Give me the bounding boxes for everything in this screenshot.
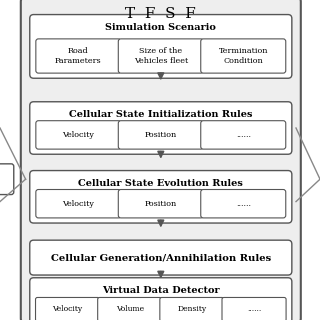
- Text: ......: ......: [236, 131, 251, 139]
- Text: Velocity: Velocity: [62, 131, 94, 139]
- FancyBboxPatch shape: [30, 278, 292, 320]
- Text: Volume: Volume: [116, 305, 144, 313]
- FancyBboxPatch shape: [201, 39, 286, 73]
- FancyBboxPatch shape: [36, 39, 121, 73]
- Text: T  F  S  F: T F S F: [125, 7, 196, 21]
- FancyBboxPatch shape: [30, 102, 292, 154]
- Text: Cellular State Initialization Rules: Cellular State Initialization Rules: [69, 110, 252, 119]
- FancyBboxPatch shape: [160, 298, 224, 320]
- Text: Velocity: Velocity: [62, 200, 94, 208]
- FancyBboxPatch shape: [30, 240, 292, 275]
- Text: Virtual Data Detector: Virtual Data Detector: [102, 286, 220, 295]
- FancyBboxPatch shape: [30, 15, 292, 78]
- Text: Cellular Generation/Annihilation Rules: Cellular Generation/Annihilation Rules: [51, 253, 271, 262]
- FancyBboxPatch shape: [0, 164, 14, 195]
- FancyBboxPatch shape: [36, 121, 121, 149]
- FancyBboxPatch shape: [201, 121, 286, 149]
- FancyBboxPatch shape: [30, 171, 292, 223]
- Text: Road
Parameters: Road Parameters: [55, 47, 102, 65]
- Text: Density: Density: [177, 305, 206, 313]
- FancyBboxPatch shape: [222, 298, 286, 320]
- Text: ......: ......: [247, 305, 261, 313]
- Text: Velocity: Velocity: [52, 305, 83, 313]
- FancyBboxPatch shape: [21, 0, 301, 320]
- FancyBboxPatch shape: [118, 121, 203, 149]
- FancyBboxPatch shape: [36, 298, 100, 320]
- Text: Termination
Condition: Termination Condition: [219, 47, 268, 65]
- Text: Simulation Scenario: Simulation Scenario: [105, 23, 216, 32]
- Text: Size of the
Vehicles fleet: Size of the Vehicles fleet: [134, 47, 188, 65]
- Text: ......: ......: [236, 200, 251, 208]
- FancyBboxPatch shape: [118, 189, 203, 218]
- FancyBboxPatch shape: [118, 39, 203, 73]
- Text: Position: Position: [145, 200, 177, 208]
- Text: Position: Position: [145, 131, 177, 139]
- FancyBboxPatch shape: [98, 298, 162, 320]
- Text: Cellular State Evolution Rules: Cellular State Evolution Rules: [78, 179, 243, 188]
- FancyBboxPatch shape: [201, 189, 286, 218]
- FancyBboxPatch shape: [36, 189, 121, 218]
